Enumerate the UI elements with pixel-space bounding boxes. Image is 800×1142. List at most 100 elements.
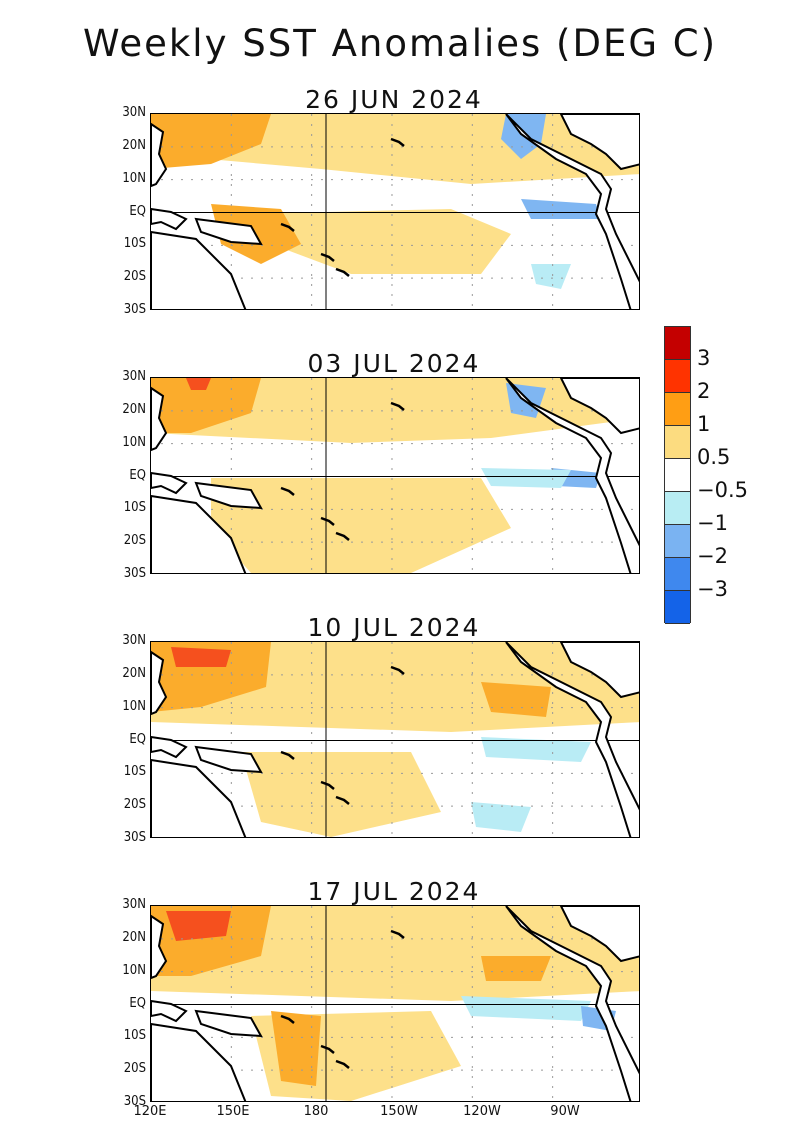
anomaly-region xyxy=(481,737,591,762)
sst-map-panel xyxy=(150,113,640,310)
land-outline xyxy=(194,1009,263,1038)
land-outline xyxy=(151,914,168,980)
anomaly-region xyxy=(471,802,531,832)
land-outline xyxy=(151,650,168,716)
lat-tick-label: EQ xyxy=(129,203,146,219)
lat-tick-label: 20N xyxy=(122,665,146,681)
lat-tick-label: 30S xyxy=(123,566,146,581)
colorbar-segment xyxy=(665,393,690,426)
anomaly-region xyxy=(186,378,211,390)
panel-date-title: 03 JUL 2024 xyxy=(307,349,481,378)
lat-tick-label: 10S xyxy=(123,500,146,516)
land-outline xyxy=(194,217,263,246)
lon-tick-label: 180 xyxy=(303,1104,329,1119)
lat-tick-label: 10S xyxy=(123,764,146,780)
island-mark xyxy=(280,750,295,760)
island-mark xyxy=(320,780,335,790)
lat-tick-label: 20S xyxy=(123,1061,146,1077)
island-mark xyxy=(280,486,295,496)
anomaly-region xyxy=(521,199,601,219)
lat-tick-label: EQ xyxy=(129,731,146,747)
lat-tick-label: 20N xyxy=(122,929,146,945)
lon-tick-label: 150W xyxy=(380,1104,418,1119)
land-outline xyxy=(151,494,247,573)
anomaly-field xyxy=(151,114,639,309)
anomaly-field xyxy=(151,642,639,837)
anomaly-region xyxy=(481,956,551,981)
colorbar-segment xyxy=(665,426,690,459)
colorbar-segment xyxy=(665,492,690,525)
island-mark xyxy=(390,665,405,675)
colorbar-segment xyxy=(665,558,690,591)
lat-tick-label: 10N xyxy=(122,434,146,450)
panel-date-title: 10 JUL 2024 xyxy=(307,613,481,642)
lat-tick-label: 30N xyxy=(122,369,146,384)
land-outline xyxy=(559,642,639,699)
land-outline xyxy=(151,471,188,495)
colorbar-label: 2 xyxy=(697,379,711,403)
anomaly-region xyxy=(166,911,231,941)
land-outline xyxy=(151,386,168,452)
colorbar-segment xyxy=(665,360,690,393)
colorbar-label: −3 xyxy=(697,577,728,601)
island-mark xyxy=(280,1014,295,1024)
anomaly-region xyxy=(151,378,261,433)
sst-map-panel xyxy=(150,905,640,1102)
land-outline xyxy=(559,906,639,963)
lat-tick-label: 10N xyxy=(122,170,146,186)
colorbar-label: −1 xyxy=(697,511,728,535)
island-mark xyxy=(390,137,405,147)
island-mark xyxy=(390,929,405,939)
land-outline xyxy=(151,999,188,1023)
lat-tick-label: 10N xyxy=(122,962,146,978)
anomaly-region xyxy=(271,1011,321,1086)
colorbar-segment xyxy=(665,459,690,492)
lon-tick-label: 120E xyxy=(133,1104,167,1119)
land-outline xyxy=(505,378,639,573)
sst-map-panel xyxy=(150,641,640,838)
anomaly-region xyxy=(461,996,591,1021)
island-mark xyxy=(320,252,335,262)
lat-tick-label: 30S xyxy=(123,1094,146,1109)
lat-tick-label: 20N xyxy=(122,137,146,153)
anomaly-region xyxy=(241,209,511,274)
land-outline xyxy=(559,114,639,171)
land-outline xyxy=(194,481,263,510)
lat-tick-label: 30N xyxy=(122,897,146,912)
figure-title: Weekly SST Anomalies (DEG C) xyxy=(82,22,718,65)
panel-date-title: 26 JUN 2024 xyxy=(305,85,483,114)
lat-tick-label: 10S xyxy=(123,236,146,252)
anomaly-region xyxy=(151,114,271,169)
panel-date-title: 17 JUL 2024 xyxy=(307,877,481,906)
anomaly-field xyxy=(151,378,639,573)
colorbar-segment xyxy=(665,525,690,558)
island-mark xyxy=(390,401,405,411)
island-mark xyxy=(335,1059,350,1069)
land-outline xyxy=(151,207,188,231)
anomaly-region xyxy=(211,478,511,573)
island-mark xyxy=(335,267,350,277)
anomaly-region xyxy=(171,647,231,667)
land-outline xyxy=(194,745,263,774)
anomaly-region xyxy=(531,264,571,289)
island-mark xyxy=(335,531,350,541)
land-outline xyxy=(151,1022,247,1101)
colorbar-label: −0.5 xyxy=(697,478,748,502)
island-mark xyxy=(335,795,350,805)
colorbar-bar xyxy=(664,326,691,624)
land-outline xyxy=(505,642,639,837)
land-outline xyxy=(505,906,639,1101)
colorbar-label: 1 xyxy=(697,412,711,436)
lat-tick-label: 30S xyxy=(123,830,146,845)
land-outline xyxy=(151,230,247,309)
sst-map-panel xyxy=(150,377,640,574)
anomaly-region xyxy=(241,752,441,837)
lat-tick-label: EQ xyxy=(129,467,146,483)
land-outline xyxy=(151,735,188,759)
island-mark xyxy=(320,516,335,526)
lat-tick-label: 30N xyxy=(122,105,146,120)
colorbar-label: −2 xyxy=(697,544,728,568)
colorbar-segment xyxy=(665,327,690,360)
land-outline xyxy=(151,122,168,188)
land-outline xyxy=(151,758,247,837)
